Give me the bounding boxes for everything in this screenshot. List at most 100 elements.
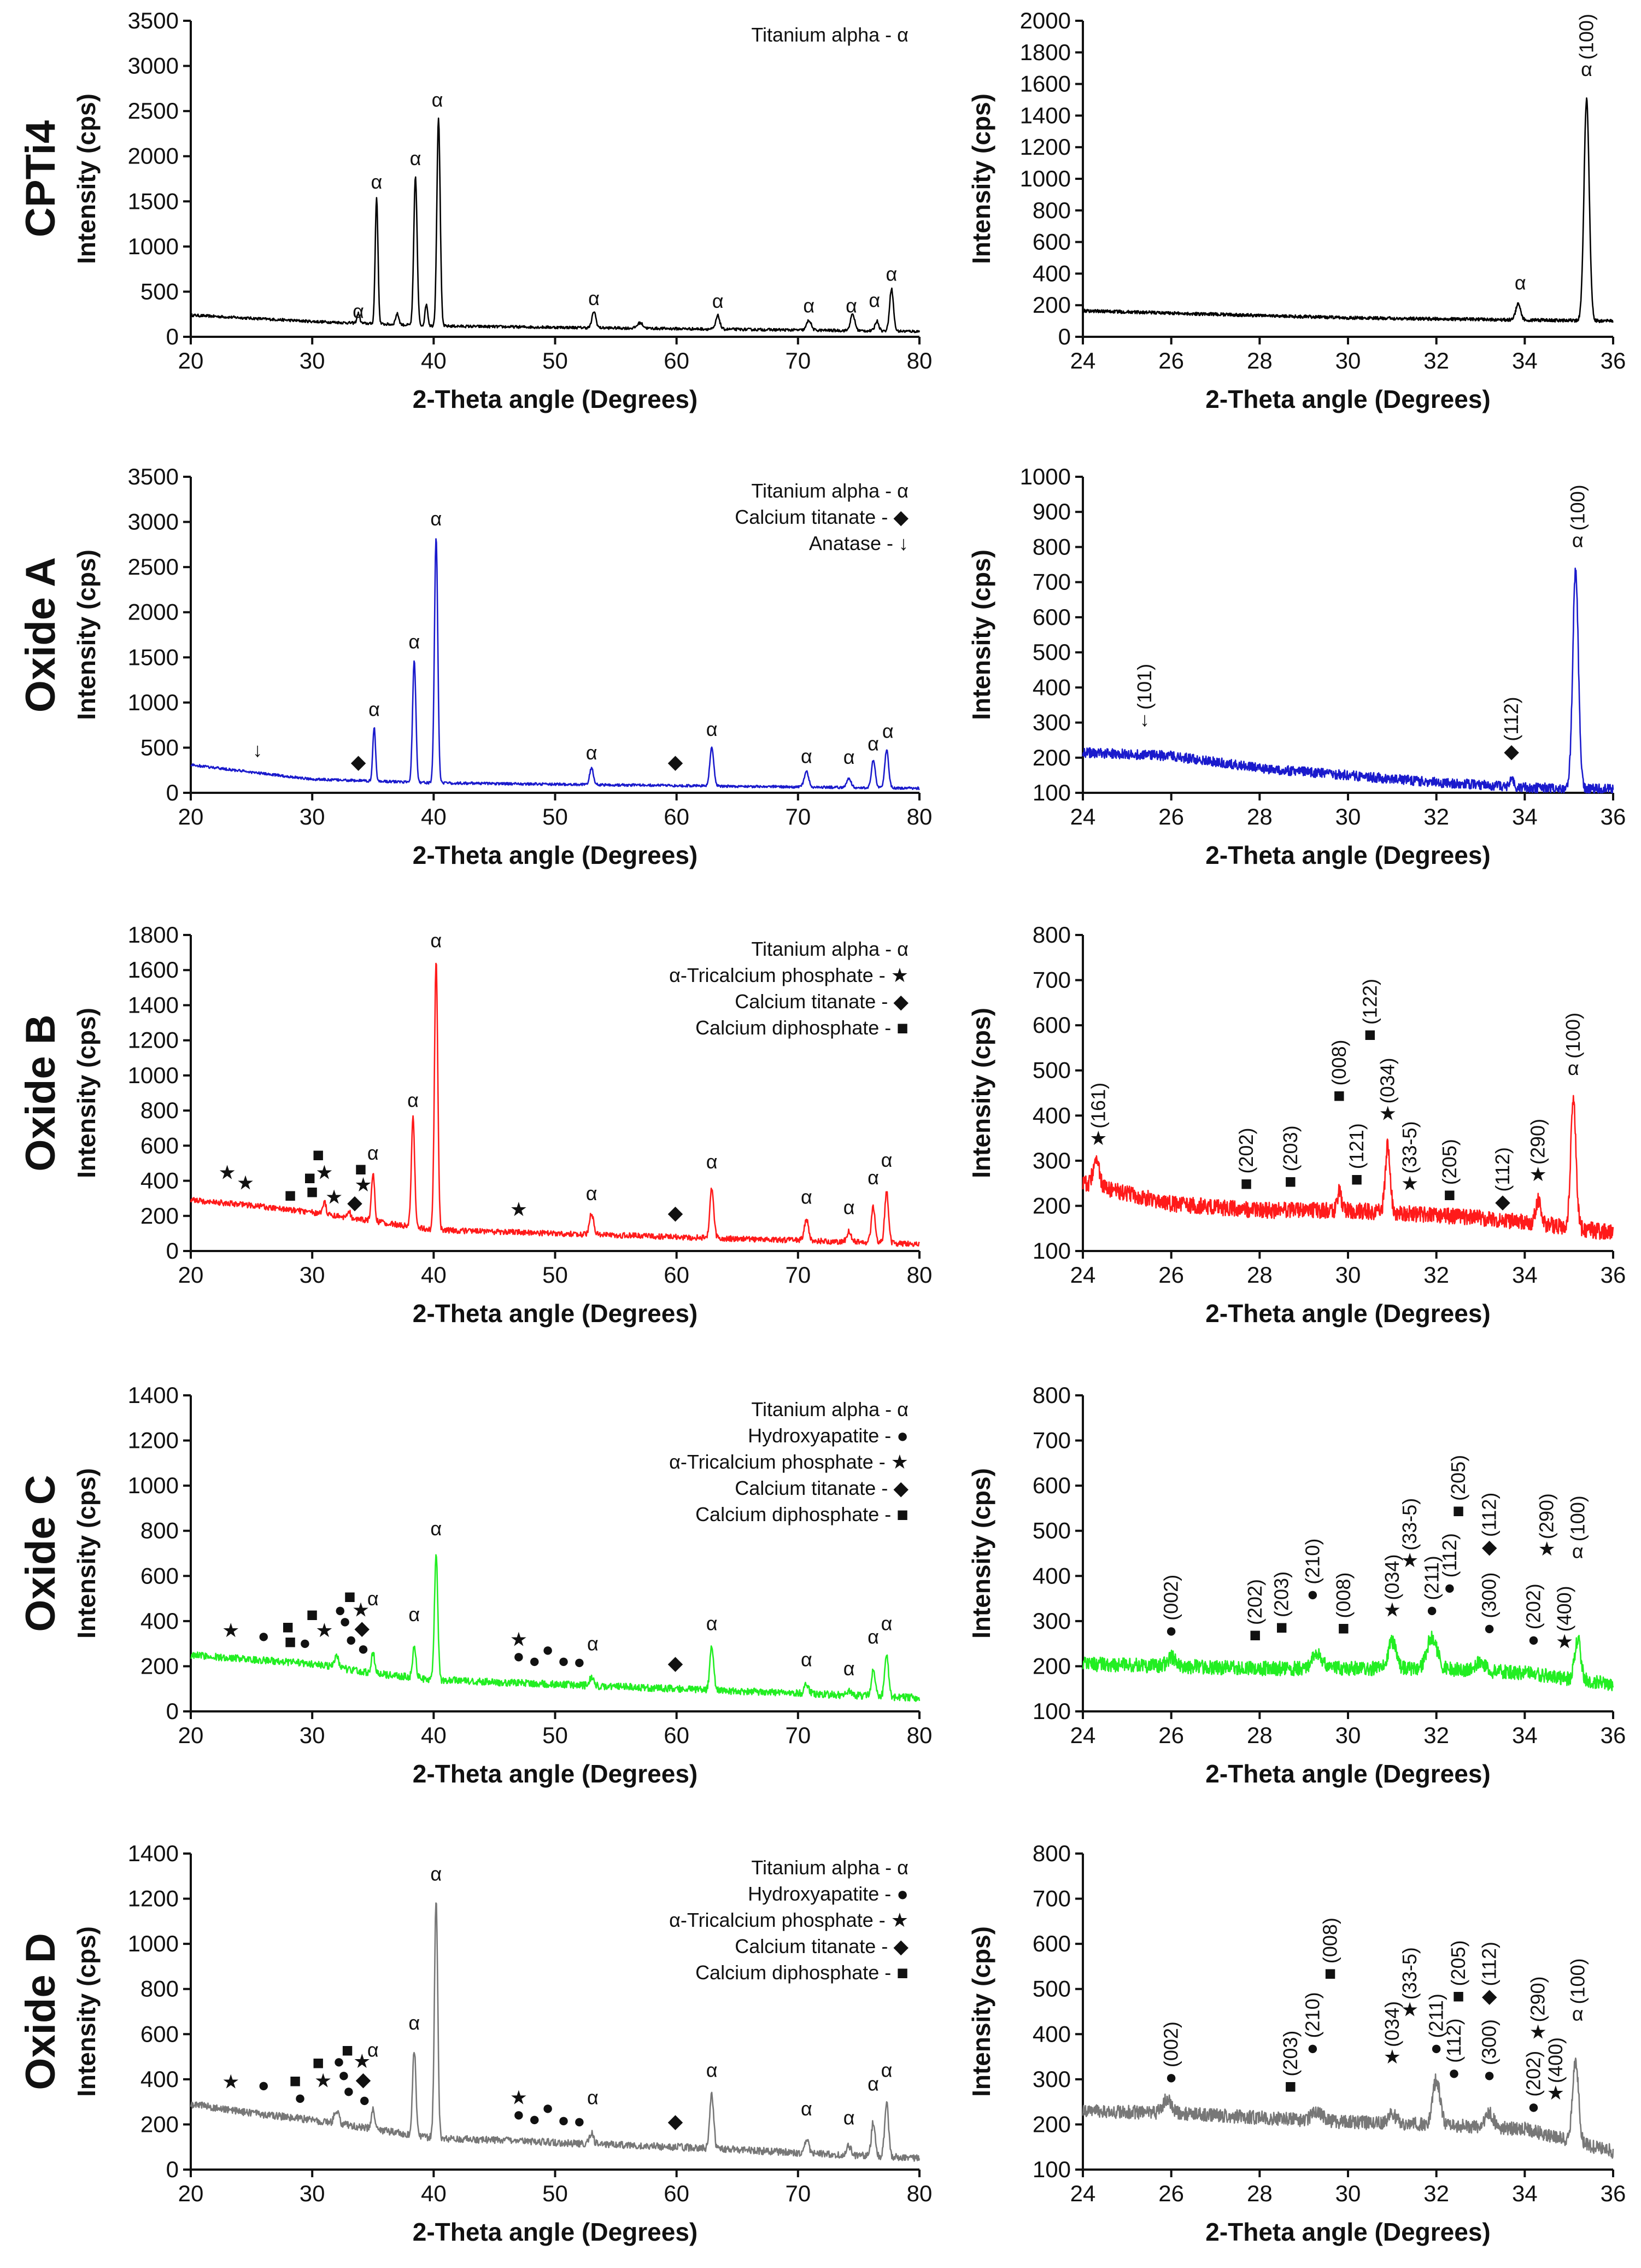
y-tick-label: 600 [1033,229,1071,255]
y-tick-label: 1600 [1020,71,1071,97]
y-tick-label: 3500 [128,8,179,33]
peak-marker: ● [1448,2061,1460,2084]
peak-marker: ● [339,1610,351,1632]
x-tick-label: 60 [664,348,689,373]
peak-marker: ★ [1384,2045,1401,2068]
legend-entry: Hydroxyapatite - ● [748,1424,909,1447]
peak-marker: ■ [1276,1616,1288,1638]
x-tick-label: 34 [1512,348,1538,373]
y-tick-label: 1000 [128,233,179,259]
y-tick-label: 0 [166,2156,179,2182]
peak-marker: ● [338,2064,350,2086]
peak-marker: ■ [1240,1172,1252,1195]
peak-marker: ◆ [351,750,366,773]
peak-marker: ● [1165,2066,1177,2088]
y-tick-label: 400 [1033,260,1071,286]
peak-marker: ■ [1249,1623,1261,1646]
miller-index-label: (202) [1522,1583,1545,1629]
miller-index-label: (008) [1332,1573,1355,1618]
x-tick-label: 20 [178,348,204,373]
peak-marker: α [430,1863,442,1885]
miller-index-label: (210) [1301,1992,1323,2038]
y-tick-label: 500 [140,278,179,304]
x-tick-label: 32 [1423,348,1449,373]
y-tick-label: 500 [140,734,179,760]
y-tick-label: 1000 [128,1062,179,1088]
peak-marker: α [367,1587,379,1610]
y-tick-label: 2000 [1020,8,1071,33]
peak-marker: ◆ [668,1201,683,1224]
series-line [1082,1095,1614,1240]
y-tick-label: 600 [1033,604,1071,630]
peak-marker: ★ [354,1173,372,1196]
peak-marker: α [706,1150,718,1173]
legend-entry: α-Tricalcium phosphate - ★ [669,1909,909,1931]
x-tick-label: 70 [785,1722,811,1748]
miller-index-label: (034) [1381,1554,1403,1600]
peak-marker: ★ [222,1619,239,1641]
peak-marker: α [586,741,597,764]
miller-index-label: (202) [1522,2051,1545,2097]
peak-marker: α [371,171,383,193]
series-line [190,117,921,334]
series-line [190,1902,921,2162]
peak-marker: ■ [1333,1084,1345,1107]
miller-index-label: (211) [1425,1994,1447,2038]
y-tick-label: 800 [140,1976,179,2002]
miller-index-label: (008) [1328,1039,1350,1085]
y-tick-label: 700 [1033,1886,1071,1912]
row-title: Oxide B [17,1014,64,1171]
x-tick-label: 28 [1247,1722,1273,1748]
peak-marker: ● [542,2096,554,2119]
y-tick-label: 600 [140,2021,179,2047]
peak-marker: ● [542,1638,554,1661]
peak-marker: ★ [1529,2021,1546,2043]
y-tick-label: 600 [1033,1472,1071,1498]
peak-marker: α [408,2012,420,2034]
peak-marker: α [587,2086,599,2108]
peak-marker: α [430,929,442,951]
peak-marker: ★ [352,1599,370,1621]
x-tick-label: 50 [542,2181,568,2206]
x-tick-label: 20 [178,2181,204,2206]
y-axis-title: Intensity (cps) [72,1008,101,1178]
y-tick-label: 1000 [128,1472,179,1498]
peak-marker: ★ [315,1161,333,1183]
y-tick-label: 500 [1033,1976,1071,2002]
y-tick-label: 400 [140,2066,179,2092]
peak-marker: α [367,1142,379,1164]
y-tick-label: 200 [140,2111,179,2137]
miller-index-label: (034) [1381,2001,1403,2047]
y-tick-label: 2500 [128,98,179,124]
x-tick-label: 50 [542,804,568,829]
series-line [1082,568,1614,794]
peak-marker: α [882,720,894,742]
y-tick-label: 100 [1033,780,1071,805]
x-tick-label: 70 [785,1262,811,1288]
miller-index-label: (002) [1160,2021,1182,2067]
y-tick-label: 500 [1033,1518,1071,1544]
peak-marker: α [846,294,857,317]
peak-marker: ■ [312,2051,324,2073]
y-tick-label: 100 [1033,1238,1071,1264]
y-tick-label: 1000 [1020,464,1071,489]
peak-marker: ■ [355,1158,367,1180]
y-tick-label: 400 [1033,674,1071,700]
miller-index-label: (300) [1478,2019,1501,2065]
legend-entry: Anatase - ↓ [809,532,909,554]
y-tick-label: 800 [1033,1382,1071,1408]
miller-index-label: (290) [1527,1976,1549,2022]
peak-marker: α [843,746,855,768]
peak-marker: ● [1306,2036,1318,2059]
chart-oxd-zoom: 24 26 28 30 32 34 36 100 200 300 400 500 600 700 800 2-… [967,1840,1626,2246]
peak-marker: α [868,1626,879,1648]
peak-marker: ● [257,1624,269,1647]
x-tick-label: 50 [542,348,568,373]
x-axis-title: 2-Theta angle (Degrees) [1205,2218,1490,2246]
peak-marker: ★ [1401,1998,1419,2020]
row-title: CPTi4 [17,120,64,237]
y-axis-title: Intensity (cps) [967,1008,995,1178]
peak-marker: ★ [314,2069,332,2091]
y-tick-label: 600 [140,1563,179,1588]
